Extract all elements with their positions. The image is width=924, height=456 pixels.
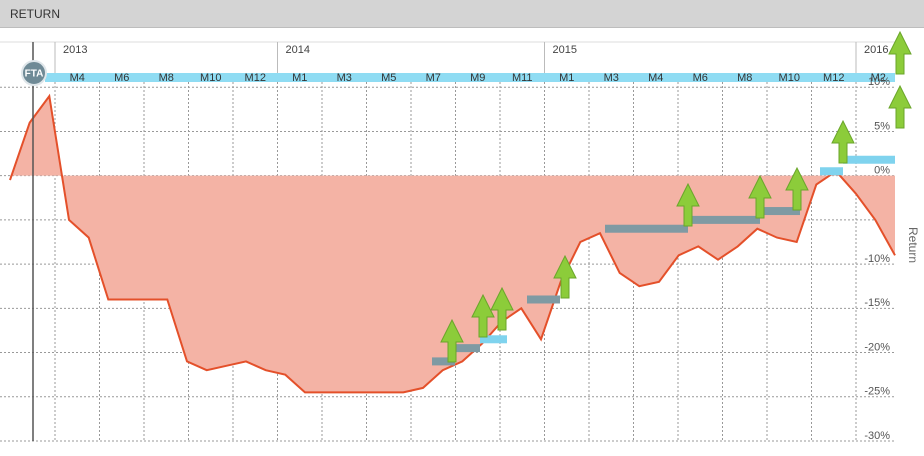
year-label: 2014 <box>286 44 310 56</box>
month-label: M1 <box>559 72 574 84</box>
month-label: M12 <box>245 72 266 84</box>
year-label: 2016 <box>864 44 888 56</box>
month-label: M12 <box>823 72 844 84</box>
month-label: M10 <box>779 72 800 84</box>
month-label: M1 <box>292 72 307 84</box>
month-label: M3 <box>604 72 619 84</box>
level-bar <box>480 335 507 344</box>
panel-header: RETURN <box>0 0 924 28</box>
month-label: M2 <box>871 72 886 84</box>
month-label: M5 <box>381 72 396 84</box>
y-tick-label: -20% <box>864 341 890 353</box>
level-bar <box>605 224 688 233</box>
signal-arrow <box>831 119 855 164</box>
level-bar <box>455 344 480 353</box>
month-label: M6 <box>693 72 708 84</box>
month-label: M10 <box>200 72 221 84</box>
level-bar <box>843 155 895 164</box>
y-tick-label: 5% <box>874 120 890 132</box>
y-axis-title: Return <box>906 227 920 263</box>
y-tick-label: -10% <box>864 253 890 265</box>
signal-arrow <box>888 30 912 75</box>
signal-arrow <box>748 174 772 219</box>
signal-arrow <box>676 182 700 227</box>
year-label: 2015 <box>553 44 577 56</box>
y-tick-label: -25% <box>864 386 890 398</box>
month-label: M3 <box>337 72 352 84</box>
signal-arrow <box>471 293 495 338</box>
year-label: 2013 <box>63 44 87 56</box>
y-tick-label: 0% <box>874 165 890 177</box>
y-tick-label: -30% <box>864 430 890 442</box>
month-label: M11 <box>512 72 533 84</box>
badge-circle <box>21 60 47 86</box>
y-tick-label: -15% <box>864 297 890 309</box>
signal-arrow <box>553 254 577 299</box>
level-bar <box>432 357 455 366</box>
month-label: M8 <box>159 72 174 84</box>
month-label: M8 <box>737 72 752 84</box>
signal-arrow <box>888 84 912 129</box>
signal-arrow <box>490 286 514 331</box>
month-label: M4 <box>648 72 663 84</box>
level-bar <box>820 167 843 176</box>
level-bar <box>688 215 760 224</box>
month-strip <box>45 73 895 82</box>
signal-arrow <box>440 318 464 363</box>
month-label: M7 <box>426 72 441 84</box>
level-bar <box>527 295 560 304</box>
badge-label: FTA <box>25 69 44 80</box>
signal-arrow <box>785 166 809 211</box>
level-bar <box>760 207 800 216</box>
month-label: M9 <box>470 72 485 84</box>
month-label: M6 <box>114 72 129 84</box>
y-tick-label: 10% <box>868 76 890 88</box>
return-area <box>10 96 895 393</box>
return-line <box>9 93 896 394</box>
month-label: M4 <box>70 72 85 84</box>
